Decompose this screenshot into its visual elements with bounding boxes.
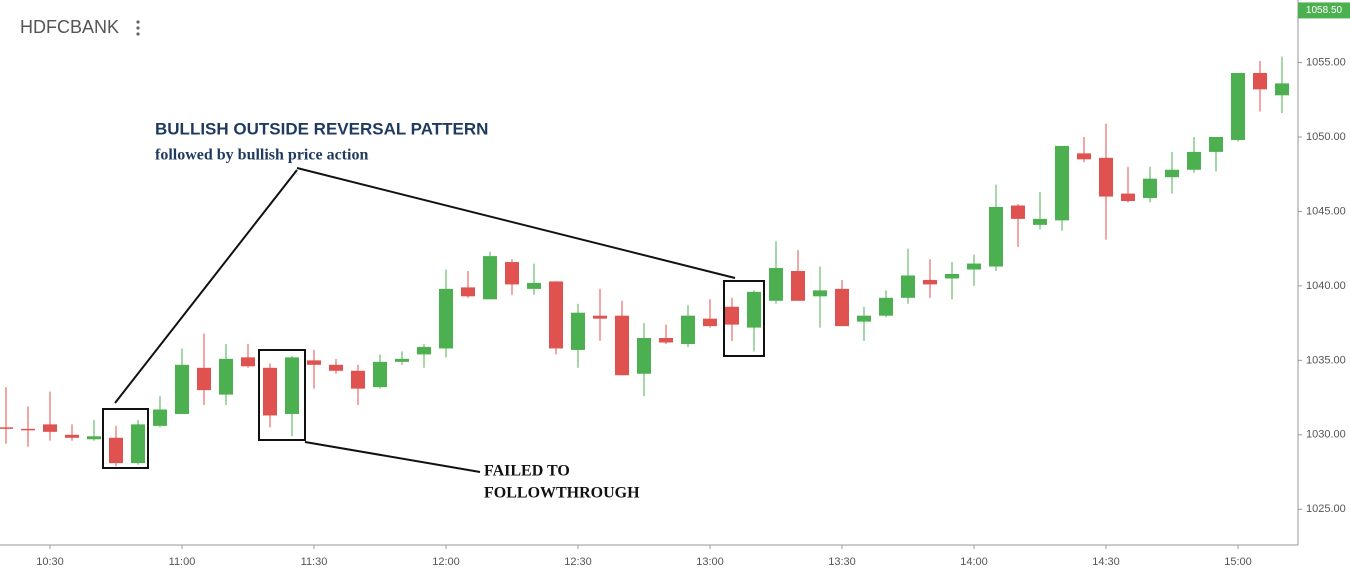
last-price-label: 1058.50 [1306, 5, 1343, 16]
x-tick-label: 14:00 [960, 556, 988, 568]
candle-body [461, 287, 475, 297]
candle-body [1209, 136, 1223, 152]
candle-body [373, 361, 387, 388]
candle-body [351, 370, 365, 389]
x-tick-label: 13:00 [696, 556, 724, 568]
x-tick-label: 11:30 [301, 556, 328, 568]
candle-body [637, 338, 651, 374]
candle-body [395, 358, 409, 362]
candle-body [967, 263, 981, 270]
candle-body [505, 262, 519, 285]
candle-body [21, 428, 35, 431]
candle-body [0, 427, 13, 429]
candle-body [615, 315, 629, 376]
candle-body [219, 358, 233, 395]
candle-body [87, 436, 101, 440]
candle-body [769, 268, 783, 301]
candle-body [1055, 145, 1069, 221]
x-tick-label: 10:30 [36, 556, 64, 568]
candle-body [65, 434, 79, 438]
annotation-line [304, 441, 481, 473]
x-tick-label: 11:00 [169, 556, 196, 568]
candle-body [945, 273, 959, 279]
candle-body [109, 437, 123, 464]
y-tick-label: 1035.00 [1306, 354, 1346, 366]
candle-body [329, 364, 343, 371]
annotation-text: BULLISH OUTSIDE REVERSAL PATTERN [155, 119, 488, 138]
chart-title: HDFCBANK [20, 17, 119, 37]
annotations [102, 167, 765, 473]
candle-body [1033, 218, 1047, 225]
candle-body [725, 306, 739, 325]
candle-body [659, 338, 673, 343]
annotation-text: FOLLOWTHROUGH [484, 485, 640, 502]
x-tick-label: 13:30 [828, 556, 856, 568]
annotation-line [296, 167, 736, 279]
y-tick-label: 1050.00 [1306, 131, 1346, 143]
annotation-text: followed by bullish price action [155, 147, 368, 164]
candle-body [857, 315, 871, 322]
candle-body [813, 290, 827, 297]
candle-body [1011, 205, 1025, 219]
candle-body [879, 297, 893, 316]
candle-body [307, 360, 321, 365]
x-tick-label: 15:00 [1224, 556, 1252, 568]
candle-body [1187, 151, 1201, 170]
annotation-line [114, 169, 298, 404]
candle-body [197, 367, 211, 391]
x-tick-label: 14:30 [1092, 556, 1120, 568]
candle-body [791, 271, 805, 301]
menu-icon[interactable] [136, 20, 140, 36]
last-price-tag [1298, 2, 1350, 19]
candle-body [131, 424, 145, 464]
annotation-text: FAILED TO [484, 463, 570, 480]
candle-body [527, 282, 541, 289]
candle-body [1275, 83, 1289, 96]
candle-body [747, 291, 761, 328]
candles [0, 56, 1289, 467]
candle-body [417, 346, 431, 355]
y-tick-label: 1025.00 [1306, 503, 1346, 515]
candle-body [901, 275, 915, 298]
candle-body [153, 409, 167, 426]
y-tick-label: 1040.00 [1306, 280, 1346, 292]
candle-body [1231, 72, 1245, 140]
y-tick-label: 1045.00 [1306, 205, 1346, 217]
candle-body [175, 364, 189, 414]
candle-body [571, 312, 585, 350]
candle-body [989, 206, 1003, 267]
candle-body [483, 256, 497, 300]
x-tick-label: 12:30 [564, 556, 592, 568]
candle-body [549, 281, 563, 349]
candle-body [593, 315, 607, 319]
candle-body [263, 367, 277, 416]
y-tick-label: 1055.00 [1306, 56, 1346, 68]
candle-body [1143, 178, 1157, 199]
pattern-box [258, 349, 306, 441]
candle-body [703, 318, 717, 327]
candle-body [681, 315, 695, 344]
y-tick-label: 1030.00 [1306, 429, 1346, 441]
pattern-box [723, 280, 765, 357]
candle-body [835, 288, 849, 327]
candle-body [285, 357, 299, 414]
x-tick-label: 12:00 [432, 556, 460, 568]
candle-body [1165, 169, 1179, 178]
candle-body [923, 279, 937, 285]
pattern-box [102, 408, 149, 469]
candle-body [1077, 153, 1091, 160]
candle-body [1253, 72, 1267, 90]
candle-body [1099, 157, 1113, 197]
candle-body [43, 424, 57, 432]
candle-body [241, 357, 255, 367]
candle-body [439, 288, 453, 349]
candle-body [1121, 193, 1135, 202]
